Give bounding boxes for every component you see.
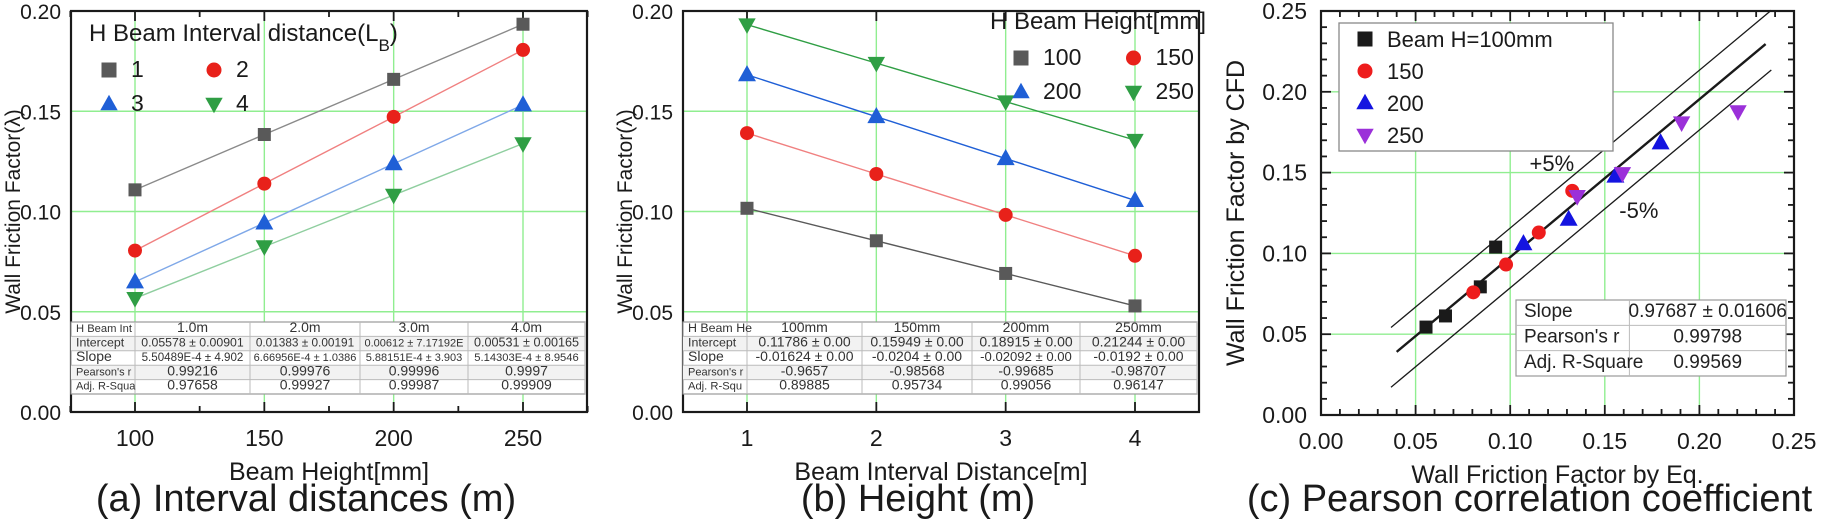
svg-text:0.10: 0.10 — [632, 202, 673, 225]
svg-text:200: 200 — [374, 425, 412, 451]
svg-text:Wall Friction Factor by CFD: Wall Friction Factor by CFD — [1224, 60, 1250, 366]
svg-text:0.15: 0.15 — [1262, 160, 1307, 186]
svg-text:Slope: Slope — [688, 348, 724, 364]
svg-text:H Beam Height[mm]: H Beam Height[mm] — [990, 8, 1206, 35]
svg-text:0.97687 ± 0.01606: 0.97687 ± 0.01606 — [1629, 301, 1787, 322]
svg-text:0.00612 ± 7.17192E: 0.00612 ± 7.17192E — [364, 337, 463, 349]
svg-text:0.05: 0.05 — [20, 302, 61, 325]
svg-text:0.99056: 0.99056 — [1001, 377, 1052, 393]
svg-text:0.00531 ± 0.00165: 0.00531 ± 0.00165 — [474, 335, 579, 349]
svg-text:0.99987: 0.99987 — [389, 377, 440, 393]
svg-text:0.20: 0.20 — [632, 1, 673, 24]
svg-text:0.10: 0.10 — [1262, 240, 1307, 266]
svg-text:0.20: 0.20 — [1262, 79, 1307, 105]
svg-text:0.96147: 0.96147 — [1113, 377, 1164, 393]
svg-text:0.99798: 0.99798 — [1673, 327, 1742, 348]
svg-text:-5%: -5% — [1619, 198, 1658, 223]
svg-text:0.10: 0.10 — [20, 202, 61, 225]
svg-text:0.95734: 0.95734 — [892, 377, 943, 393]
svg-text:3: 3 — [131, 90, 144, 116]
svg-text:H Beam He: H Beam He — [688, 321, 752, 335]
svg-text:Wall Friction Factor(λ): Wall Friction Factor(λ) — [614, 109, 637, 314]
svg-text:0.01383 ± 0.00191: 0.01383 ± 0.00191 — [256, 335, 354, 349]
svg-text:4.0m: 4.0m — [511, 319, 542, 335]
svg-text:Wall Friction Factor(λ): Wall Friction Factor(λ) — [2, 109, 25, 314]
svg-text:Pearson's r: Pearson's r — [688, 366, 744, 378]
svg-text:Adj. R-Squ: Adj. R-Squ — [688, 381, 742, 393]
svg-text:0.00: 0.00 — [1262, 402, 1307, 428]
svg-text:0.99927: 0.99927 — [280, 377, 331, 393]
svg-text:200: 200 — [1387, 91, 1424, 116]
svg-text:0.25: 0.25 — [1772, 428, 1817, 454]
svg-text:150: 150 — [1387, 59, 1424, 84]
svg-text:1: 1 — [741, 425, 754, 451]
svg-text:0.99569: 0.99569 — [1673, 352, 1742, 373]
svg-text:Pearson's r: Pearson's r — [1524, 327, 1620, 348]
svg-text:250: 250 — [1387, 123, 1424, 148]
svg-text:2: 2 — [236, 56, 249, 82]
svg-text:0.05: 0.05 — [1262, 321, 1307, 347]
svg-text:2: 2 — [870, 425, 883, 451]
svg-text:0.15: 0.15 — [632, 101, 673, 124]
svg-text:Adj. R-Squa: Adj. R-Squa — [76, 381, 136, 393]
svg-text:Slope: Slope — [76, 348, 112, 364]
svg-text:4: 4 — [1129, 425, 1142, 451]
svg-text:Beam H=100mm: Beam H=100mm — [1387, 27, 1553, 52]
svg-text:+5%: +5% — [1529, 151, 1574, 176]
svg-text:0.25: 0.25 — [1262, 0, 1307, 24]
svg-text:0.89885: 0.89885 — [779, 377, 830, 393]
svg-text:250: 250 — [504, 425, 542, 451]
svg-text:3: 3 — [999, 425, 1012, 451]
svg-text:Pearson's r: Pearson's r — [76, 366, 132, 378]
svg-text:0.00: 0.00 — [1299, 428, 1344, 454]
svg-text:3.0m: 3.0m — [398, 319, 429, 335]
svg-text:0.18915 ± 0.00: 0.18915 ± 0.00 — [979, 333, 1073, 349]
svg-text:0.10: 0.10 — [1488, 428, 1533, 454]
svg-text:100: 100 — [1043, 44, 1081, 70]
svg-text:1: 1 — [131, 56, 144, 82]
svg-text:Slope: Slope — [1524, 301, 1573, 322]
svg-text:0.05578 ± 0.00901: 0.05578 ± 0.00901 — [141, 335, 244, 349]
svg-text:100: 100 — [116, 425, 154, 451]
svg-text:200: 200 — [1043, 78, 1081, 104]
svg-text:0.00: 0.00 — [632, 402, 673, 425]
svg-text:1.0m: 1.0m — [177, 319, 208, 335]
svg-text:0.15: 0.15 — [1582, 428, 1627, 454]
svg-text:150: 150 — [245, 425, 283, 451]
svg-text:4: 4 — [236, 90, 249, 116]
svg-text:0.97658: 0.97658 — [167, 377, 218, 393]
svg-text:2.0m: 2.0m — [289, 319, 320, 335]
svg-text:0.05: 0.05 — [632, 302, 673, 325]
svg-text:H Beam Int: H Beam Int — [76, 323, 133, 335]
svg-text:0.20: 0.20 — [1677, 428, 1722, 454]
svg-text:250: 250 — [1156, 78, 1194, 104]
svg-text:0.05: 0.05 — [1393, 428, 1438, 454]
svg-text:150: 150 — [1156, 44, 1194, 70]
svg-text:0.15: 0.15 — [20, 101, 61, 124]
svg-text:0.20: 0.20 — [20, 1, 61, 24]
svg-text:Adj. R-Square: Adj. R-Square — [1524, 352, 1643, 373]
svg-text:0.99909: 0.99909 — [501, 377, 552, 393]
svg-text:0.00: 0.00 — [20, 402, 61, 425]
